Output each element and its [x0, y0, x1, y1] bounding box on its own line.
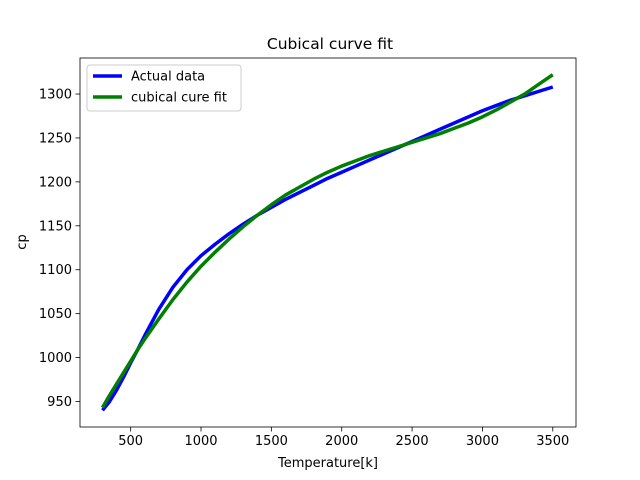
y-tick-label: 950: [47, 395, 72, 410]
plot-lines: [100, 73, 554, 412]
x-axis-ticks: 500 1000 1500 2000 2500 3000 3500: [118, 427, 569, 449]
series-line-cubical-cure-fit: [100, 73, 554, 409]
y-tick-label: 1250: [39, 131, 72, 146]
y-tick-label: 1000: [39, 351, 72, 366]
legend-label-actual-data: Actual data: [131, 70, 205, 85]
x-tick-label: 2000: [325, 434, 358, 449]
x-tick-label: 1000: [184, 434, 217, 449]
y-tick-label: 1100: [39, 263, 72, 278]
y-tick-label: 1150: [39, 219, 72, 234]
legend-box: [86, 64, 242, 112]
legend-label-cubical-cure-fit: cubical cure fit: [131, 91, 227, 106]
chart-title: Cubical curve fit: [267, 35, 393, 53]
x-tick-label: 3000: [466, 434, 499, 449]
y-axis-label: cp: [15, 234, 30, 249]
axes-frame: [79, 57, 577, 428]
x-axis-label: Temperature[k]: [277, 456, 378, 471]
x-tick-label: 2500: [396, 434, 429, 449]
x-tick-label: 500: [118, 434, 143, 449]
x-tick-label: 3500: [536, 434, 569, 449]
x-tick-label: 1500: [255, 434, 288, 449]
y-axis-ticks: 950 1000 1050 1100 1150 1200 1250 1300: [39, 88, 80, 410]
y-tick-label: 1200: [39, 175, 72, 190]
y-tick-label: 1300: [39, 88, 72, 103]
y-tick-label: 1050: [39, 307, 72, 322]
legend: Actual data cubical cure fit: [86, 64, 242, 112]
